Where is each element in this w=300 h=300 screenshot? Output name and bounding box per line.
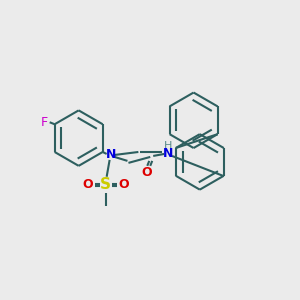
Text: O: O (118, 178, 129, 191)
Text: O: O (82, 178, 93, 191)
Text: N: N (105, 148, 116, 161)
Text: O: O (141, 166, 152, 179)
Text: N: N (163, 148, 173, 160)
Text: F: F (41, 116, 48, 129)
Text: S: S (100, 177, 111, 192)
Text: H: H (164, 141, 172, 151)
